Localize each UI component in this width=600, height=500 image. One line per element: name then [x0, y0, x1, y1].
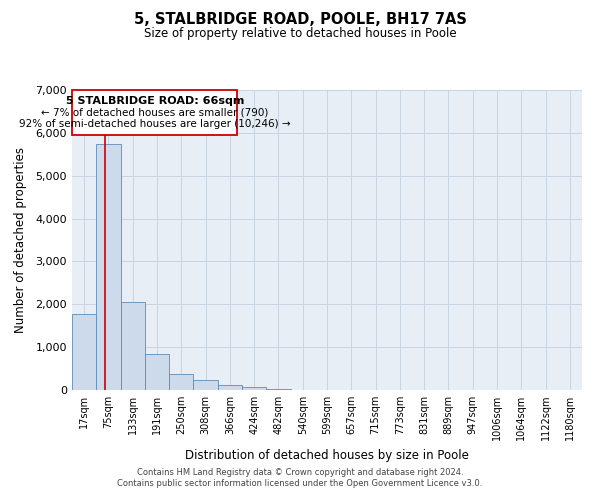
Bar: [242, 388, 266, 390]
Text: Size of property relative to detached houses in Poole: Size of property relative to detached ho…: [143, 28, 457, 40]
X-axis label: Distribution of detached houses by size in Poole: Distribution of detached houses by size …: [185, 448, 469, 462]
Bar: [145, 354, 169, 390]
Y-axis label: Number of detached properties: Number of detached properties: [14, 147, 27, 333]
Text: 5 STALBRIDGE ROAD: 66sqm: 5 STALBRIDGE ROAD: 66sqm: [65, 96, 244, 106]
Bar: [266, 389, 290, 390]
Bar: [218, 385, 242, 390]
Text: ← 7% of detached houses are smaller (790): ← 7% of detached houses are smaller (790…: [41, 107, 269, 117]
Bar: [96, 144, 121, 390]
FancyBboxPatch shape: [73, 90, 237, 135]
Text: 92% of semi-detached houses are larger (10,246) →: 92% of semi-detached houses are larger (…: [19, 119, 290, 129]
Bar: [193, 380, 218, 390]
Text: 5, STALBRIDGE ROAD, POOLE, BH17 7AS: 5, STALBRIDGE ROAD, POOLE, BH17 7AS: [134, 12, 466, 28]
Text: Contains HM Land Registry data © Crown copyright and database right 2024.
Contai: Contains HM Land Registry data © Crown c…: [118, 468, 482, 487]
Bar: [72, 314, 96, 390]
Bar: [121, 302, 145, 390]
Bar: [169, 374, 193, 390]
